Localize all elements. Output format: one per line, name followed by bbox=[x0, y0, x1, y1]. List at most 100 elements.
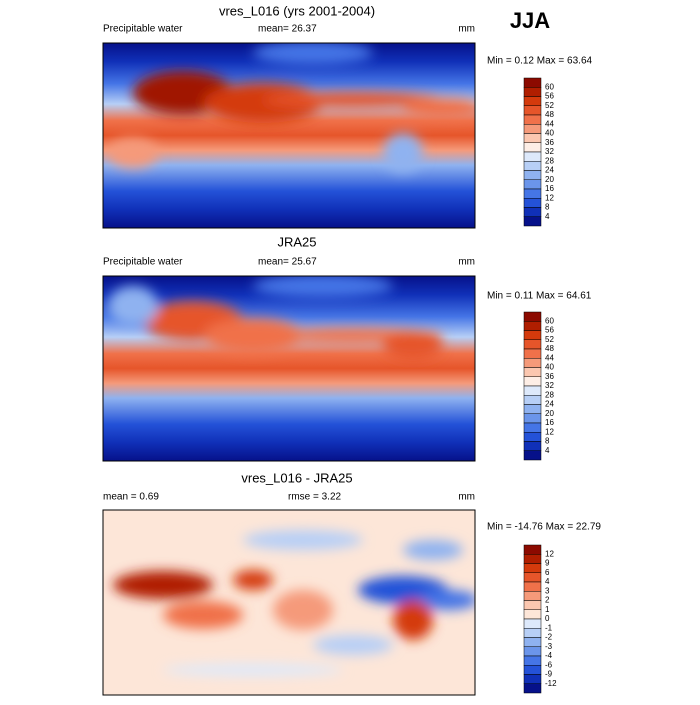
colorbar-label: 8 bbox=[545, 437, 550, 446]
colorbar-box bbox=[523, 385, 542, 396]
colorbar-box bbox=[523, 151, 542, 162]
map-feature bbox=[163, 601, 243, 629]
colorbar-box bbox=[523, 376, 542, 387]
map-feature bbox=[108, 286, 158, 326]
colorbar-box bbox=[523, 581, 542, 592]
colorbar-label: 52 bbox=[545, 101, 554, 110]
colorbar-label: -3 bbox=[545, 642, 553, 651]
colorbar-box bbox=[523, 683, 542, 694]
map-feature bbox=[203, 318, 303, 354]
stats-label: Min = 0.11 Max = 64.61 bbox=[487, 291, 592, 302]
colorbar-label: 32 bbox=[545, 381, 554, 390]
colorbar-box bbox=[523, 87, 542, 97]
units-label: mm bbox=[458, 492, 475, 503]
map-feature bbox=[253, 43, 373, 65]
map-feature bbox=[418, 590, 475, 610]
colorbar-label: 16 bbox=[545, 184, 554, 193]
map-feature bbox=[108, 138, 158, 168]
colorbar-box bbox=[523, 637, 542, 647]
map-feature bbox=[403, 98, 475, 118]
center-label: mean= 25.67 bbox=[258, 257, 317, 268]
units-label: mm bbox=[458, 257, 475, 268]
colorbar-label: 3 bbox=[545, 586, 550, 595]
map-frame bbox=[102, 509, 476, 696]
map-feature bbox=[393, 600, 433, 640]
colorbar-box bbox=[523, 618, 542, 629]
colorbar-label: 4 bbox=[545, 446, 550, 455]
colorbar-box bbox=[523, 441, 542, 451]
colorbar-box bbox=[523, 170, 542, 180]
map bbox=[103, 510, 475, 695]
colorbar-label: 32 bbox=[545, 147, 554, 156]
colorbar-label: 56 bbox=[545, 92, 554, 101]
map-feature bbox=[233, 570, 273, 590]
colorbar-box bbox=[523, 188, 542, 199]
panel-title: JRA25 bbox=[277, 234, 316, 249]
map-feature bbox=[163, 664, 343, 676]
colorbar-box bbox=[523, 96, 542, 106]
colorbar-box bbox=[523, 600, 542, 610]
colorbar-box bbox=[523, 591, 542, 601]
colorbar-label: 6 bbox=[545, 568, 550, 577]
colorbar-label: 1 bbox=[545, 605, 550, 614]
colorbar-label: 48 bbox=[545, 110, 554, 119]
colorbar-box bbox=[523, 422, 542, 433]
colorbar-label: 44 bbox=[545, 353, 554, 362]
colorbar-box bbox=[523, 77, 542, 88]
colorbar-label: 0 bbox=[545, 614, 550, 623]
colorbar-label: 36 bbox=[545, 372, 554, 381]
map-feature bbox=[273, 590, 333, 630]
colorbar-box bbox=[523, 198, 542, 208]
map-feature bbox=[113, 571, 213, 599]
map-features bbox=[108, 43, 475, 173]
colorbar-box bbox=[523, 358, 542, 368]
colorbar-box bbox=[523, 105, 542, 116]
center-label: rmse = 3.22 bbox=[288, 492, 342, 503]
colorbar-box bbox=[523, 330, 542, 340]
colorbar-box bbox=[523, 404, 542, 414]
figure-title: JJA bbox=[510, 8, 550, 33]
colorbar-label: 4 bbox=[545, 577, 550, 586]
colorbar-box bbox=[523, 432, 542, 442]
colorbar-box bbox=[523, 367, 542, 377]
center-label: mean= 26.37 bbox=[258, 24, 317, 35]
map-feature bbox=[403, 540, 463, 560]
colorbar-label: 2 bbox=[545, 596, 550, 605]
colorbar-box bbox=[523, 339, 542, 350]
colorbar-label: -9 bbox=[545, 670, 553, 679]
colorbar-label: -1 bbox=[545, 623, 553, 632]
colorbar-box bbox=[523, 207, 542, 217]
colorbar-box bbox=[523, 655, 542, 666]
colorbar-box bbox=[523, 674, 542, 684]
colorbar-box bbox=[523, 646, 542, 657]
colorbar-label: 4 bbox=[545, 212, 550, 221]
map-frame bbox=[102, 275, 476, 462]
colorbar-label: 36 bbox=[545, 138, 554, 147]
colorbar-label: 60 bbox=[545, 82, 554, 91]
colorbar-label: 48 bbox=[545, 344, 554, 353]
map-feature bbox=[313, 635, 393, 655]
colorbar-box bbox=[523, 554, 542, 564]
map-feature bbox=[383, 133, 423, 173]
colorbar-box bbox=[523, 142, 542, 153]
colorbar-box bbox=[523, 450, 542, 461]
map-feature bbox=[253, 276, 393, 298]
map-feature bbox=[243, 530, 363, 550]
colorbar-label: 40 bbox=[545, 363, 554, 372]
map bbox=[103, 276, 475, 461]
stats-label: Min = 0.12 Max = 63.64 bbox=[487, 56, 593, 67]
colorbar-box bbox=[523, 544, 542, 555]
left-label: mean = 0.69 bbox=[103, 492, 159, 503]
map-frame bbox=[102, 42, 476, 229]
colorbar-box bbox=[523, 413, 542, 424]
colorbar-label: 9 bbox=[545, 559, 550, 568]
colorbar-label: -6 bbox=[545, 660, 553, 669]
colorbar-label: 20 bbox=[545, 175, 554, 184]
colorbar-box bbox=[523, 321, 542, 331]
colorbar-label: 24 bbox=[545, 166, 554, 175]
colorbar-box bbox=[523, 395, 542, 405]
colorbar-box bbox=[523, 628, 542, 638]
colorbar-label: 56 bbox=[545, 326, 554, 335]
map-field bbox=[103, 276, 475, 461]
